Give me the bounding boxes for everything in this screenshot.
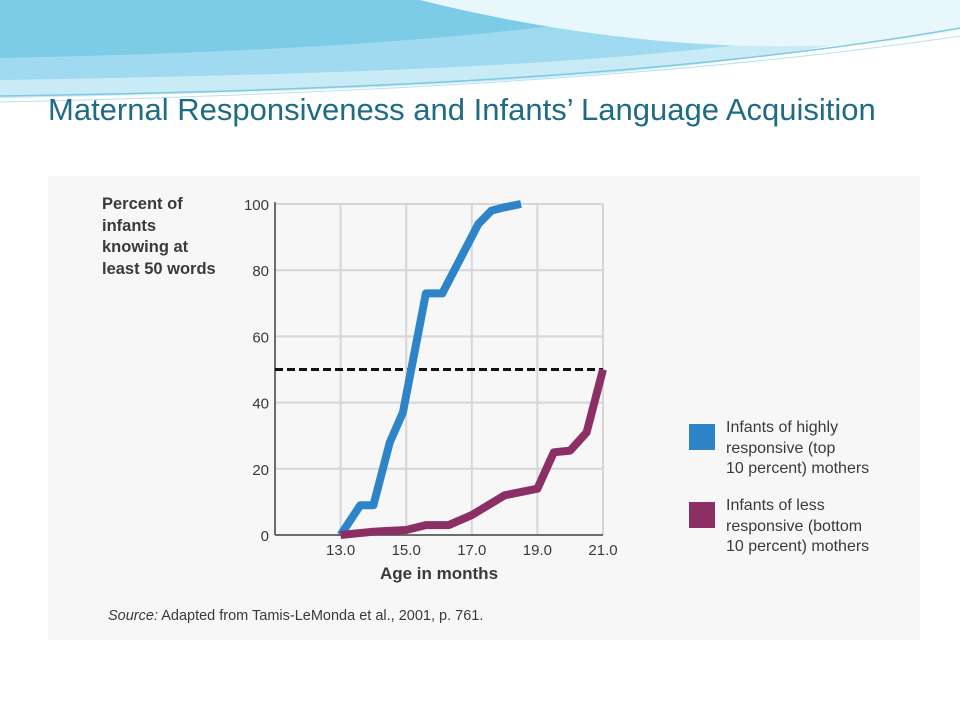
source-label: Source: <box>108 608 158 624</box>
y-tick-label: 80 <box>252 263 269 280</box>
x-tick-label: 15.0 <box>392 542 421 559</box>
y-tick-label: 100 <box>244 197 269 214</box>
y-tick-label: 0 <box>261 528 269 545</box>
series-line-low <box>340 368 607 539</box>
legend-label-high: Infants of highly responsive (top 10 per… <box>726 418 869 480</box>
series-line-high <box>337 200 522 538</box>
figure-panel: Percent of infants knowing at least 50 w… <box>48 176 920 640</box>
y-tick-label: 40 <box>252 396 269 413</box>
legend-swatch-low <box>689 502 715 528</box>
y-axis-label-line: infants <box>102 216 157 235</box>
x-tick-label: 19.0 <box>523 542 552 559</box>
x-tick-label: 21.0 <box>588 542 617 559</box>
x-tick-label: 13.0 <box>326 542 355 559</box>
x-tick-label: 17.0 <box>457 542 486 559</box>
legend-label-low: Infants of less responsive (bottom 10 pe… <box>726 496 869 558</box>
source-text: Adapted from Tamis-LeMonda et al., 2001,… <box>157 608 484 624</box>
legend-line: responsive (top <box>726 439 836 457</box>
y-axis-label-line: least 50 words <box>102 259 216 278</box>
y-axis-label-line: Percent of <box>102 195 183 213</box>
line-chart: 0 20 40 60 80 100 13.0 15.0 17.0 19.0 21.0 Age in m… <box>244 197 618 583</box>
legend-line: Infants of highly <box>726 419 839 436</box>
slide-title: Maternal Responsiveness and Infants’ Lan… <box>48 92 876 127</box>
source-note: Source: Adapted from Tamis-LeMonda et al… <box>108 608 483 624</box>
y-axis-label-line: knowing at <box>102 238 189 256</box>
wave-banner <box>0 0 960 103</box>
legend-line: Infants of less <box>726 497 825 514</box>
legend-line: responsive (bottom <box>726 517 863 535</box>
legend-line: 10 percent) mothers <box>726 538 870 555</box>
x-axis-title: Age in months <box>380 564 498 583</box>
legend-line: 10 percent) mothers <box>726 460 870 477</box>
y-tick-label: 20 <box>252 462 269 479</box>
y-tick-label: 60 <box>252 329 269 346</box>
legend-swatch-high <box>689 424 715 450</box>
